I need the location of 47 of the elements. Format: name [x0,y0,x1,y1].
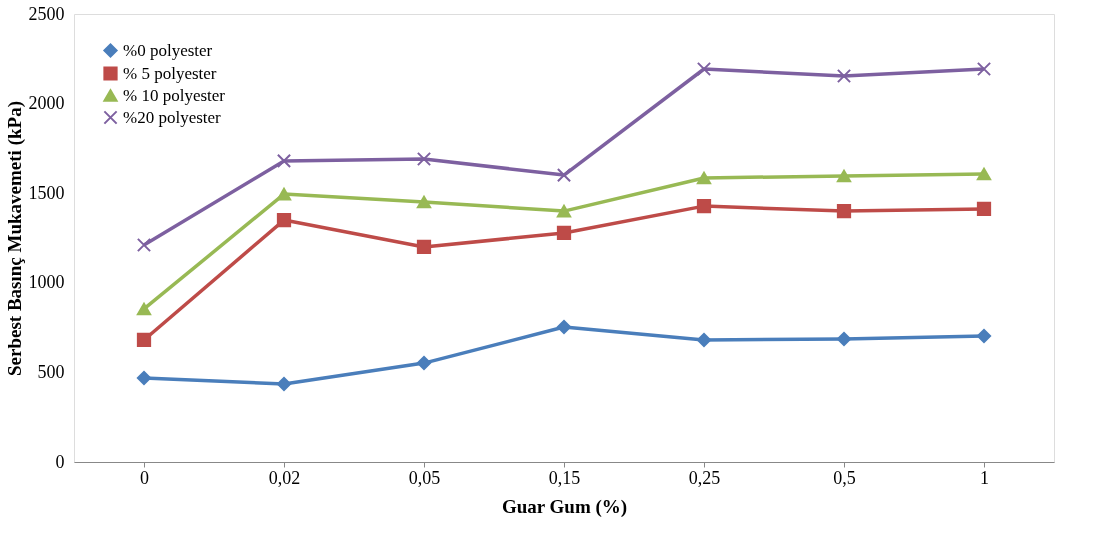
y-tick-label: 1500 [28,182,65,203]
point [976,201,992,217]
legend-label: % 5 polyester [123,63,217,83]
point [556,319,572,335]
point [416,195,432,209]
legend-label: %0 polyester [123,40,213,60]
point [136,302,152,316]
legend-label: %20 polyester [123,107,222,127]
point [836,68,852,84]
point [976,167,992,181]
point [836,331,852,347]
point [136,332,152,348]
point [136,370,152,386]
point [556,204,572,218]
point [276,376,292,392]
point [696,332,712,348]
y-tick-label: 500 [37,361,65,382]
x-tick-label: 0,5 [833,467,856,488]
y-tick-label: 2000 [28,93,65,114]
point [136,237,152,253]
point [556,225,572,241]
y-tick-label: 2500 [28,3,65,24]
x-tick-label: 0,02 [268,467,301,488]
y-axis-title: Serbest Basınç Mukavemeti (kPa) [3,101,26,376]
x-axis-title: Guar Gum (%) [501,495,628,518]
point [276,212,292,228]
point [696,198,712,214]
point [696,61,712,77]
point [556,167,572,183]
y-tick-label: 0 [55,451,65,472]
point [976,328,992,344]
x-tick-label: 1 [980,467,989,488]
point [696,171,712,185]
point [416,151,432,167]
x-tick-label: 0,25 [688,467,721,488]
point [976,61,992,77]
x-tick-label: 0,15 [548,467,581,488]
point [836,204,852,219]
point [276,187,292,201]
point [416,239,432,255]
point [416,355,432,371]
x-tick-label: 0 [140,467,149,488]
point [276,153,292,169]
point [836,169,852,183]
legend-label: % 10 polyester [123,85,226,105]
x-tick-label: 0,05 [408,467,441,488]
y-tick-label: 1000 [28,272,65,293]
